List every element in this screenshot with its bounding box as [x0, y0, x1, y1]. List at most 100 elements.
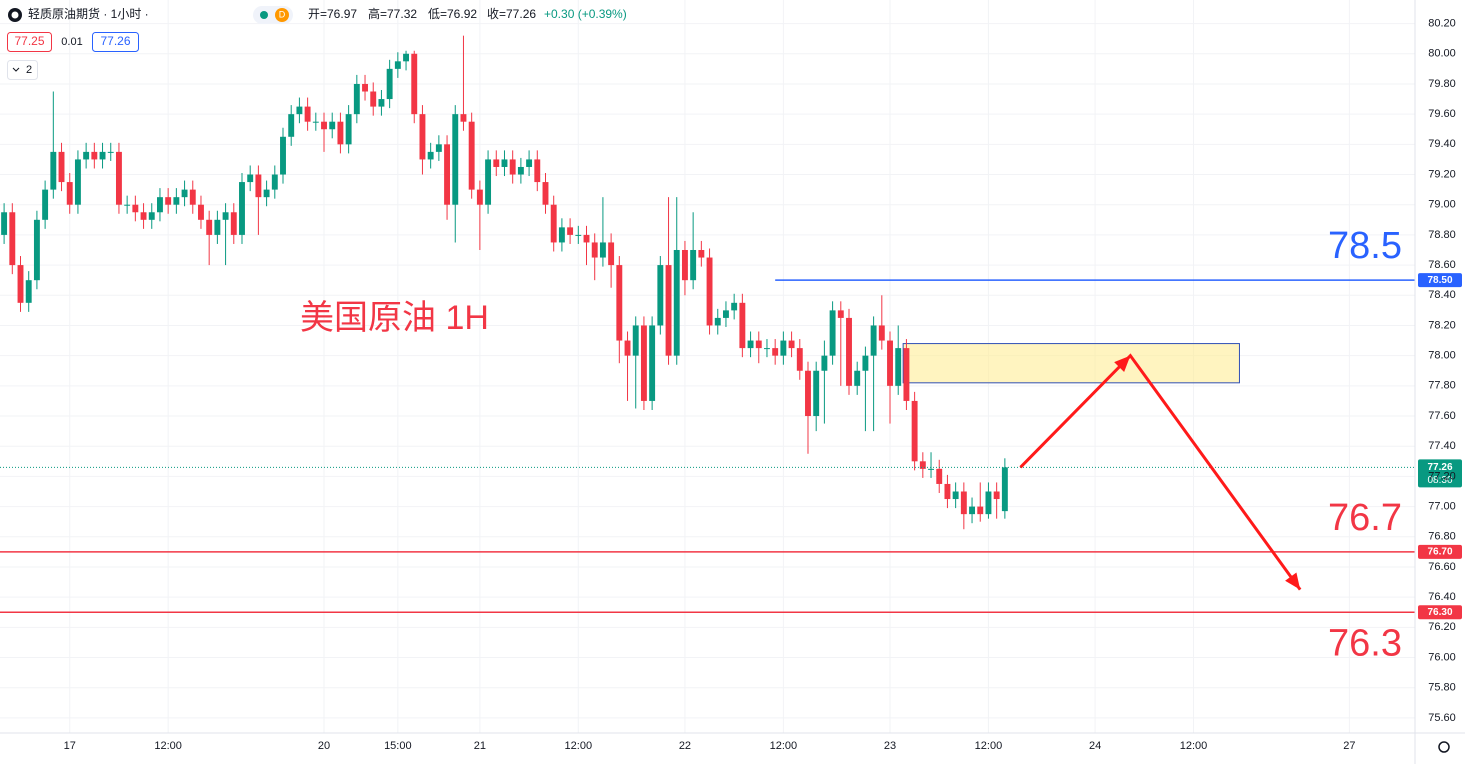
candle-body — [755, 340, 762, 349]
x-tick-label: 21 — [474, 740, 486, 752]
candle-body — [878, 325, 885, 341]
candle-body — [846, 317, 852, 386]
candle-body — [550, 204, 557, 243]
candle-body — [493, 159, 500, 167]
x-tick-label: 15:00 — [384, 740, 412, 752]
candle-body — [936, 468, 943, 484]
candle-body — [50, 151, 57, 190]
ask-box[interactable] — [92, 32, 139, 52]
x-tick-label: 12:00 — [975, 740, 1003, 752]
candle-body — [714, 317, 721, 326]
y-tick-label: 79.00 — [1428, 199, 1456, 211]
y-tick-label: 80.20 — [1428, 17, 1456, 29]
candle-body — [148, 212, 155, 220]
price-tag — [1418, 544, 1462, 559]
candle-body — [960, 491, 967, 515]
candle-body — [115, 151, 122, 205]
candle-body — [903, 348, 910, 401]
x-tick-label: 22 — [679, 740, 691, 752]
y-tick-label: 77.60 — [1428, 410, 1456, 422]
candle-body — [173, 197, 180, 205]
candle-body — [599, 242, 606, 258]
candle-body — [476, 189, 483, 205]
ohlc-close: 收=77.26 — [487, 7, 536, 21]
level-text: 78.5 — [1328, 225, 1402, 267]
ohlc-open: 开=76.97 — [308, 7, 357, 21]
candle-body — [542, 182, 549, 205]
candle-body — [99, 151, 106, 160]
y-tick-label: 78.40 — [1428, 289, 1456, 301]
candle-body — [673, 249, 680, 356]
candle-body — [435, 144, 442, 152]
candle-body — [345, 114, 352, 145]
candle-body — [33, 219, 40, 281]
candle-body — [969, 506, 975, 515]
x-tick-label: 12:00 — [770, 740, 798, 752]
candle-body — [157, 197, 163, 213]
ohlc-low: 低=76.92 — [428, 7, 477, 21]
candle-body — [739, 302, 746, 349]
candle-body — [780, 340, 787, 356]
candle-body — [690, 249, 697, 281]
candle-body — [362, 83, 368, 92]
candle-body — [83, 151, 90, 160]
spread: 0.01 — [61, 36, 82, 48]
candle-body — [411, 53, 418, 115]
candle-body — [132, 204, 139, 213]
candle-body — [805, 370, 811, 417]
candle-body — [378, 99, 385, 107]
candle-body — [427, 151, 434, 160]
indicator-count: 2 — [26, 64, 32, 76]
y-tick-label: 78.60 — [1428, 259, 1456, 271]
y-tick-label: 77.80 — [1428, 380, 1456, 392]
candle-body — [928, 468, 934, 470]
y-tick-label: 76.60 — [1428, 561, 1456, 573]
price-tag-label: 76.30 — [1427, 607, 1452, 618]
indicator-toggle[interactable] — [7, 60, 38, 80]
y-tick-label: 78.00 — [1428, 350, 1456, 362]
candle-body — [526, 159, 533, 167]
candle-body — [837, 310, 844, 318]
candle-body — [764, 348, 770, 350]
candle-body — [624, 340, 631, 356]
y-tick-label: 79.80 — [1428, 78, 1456, 90]
candle-body — [944, 483, 951, 500]
candle-body — [640, 325, 647, 401]
candle-body — [42, 189, 49, 220]
candle-body — [329, 121, 336, 130]
price-tag — [1418, 605, 1462, 620]
bid-box[interactable] — [7, 32, 52, 52]
candle-body — [460, 114, 467, 122]
candle-body — [665, 265, 672, 356]
candle-body — [681, 249, 688, 281]
candle-body — [657, 265, 664, 326]
candle-body — [263, 189, 270, 198]
candle-body — [394, 61, 401, 69]
zone — [902, 343, 1240, 384]
candle-body — [370, 91, 377, 107]
candle-body — [575, 234, 582, 236]
candle-body — [25, 280, 32, 303]
candle-body — [591, 242, 598, 258]
candle-body — [747, 340, 754, 349]
candle-body — [887, 340, 893, 386]
candle-body — [107, 151, 114, 153]
candle-body — [403, 53, 409, 62]
level-text: 76.7 — [1328, 497, 1402, 539]
candle-body — [558, 227, 565, 243]
y-tick-label: 79.20 — [1428, 168, 1456, 180]
candle-body — [952, 491, 959, 500]
y-tick-label: 79.60 — [1428, 108, 1456, 120]
settings-icon[interactable] — [1438, 741, 1450, 753]
candle-body — [616, 265, 623, 341]
y-tick-label: 77.20 — [1428, 470, 1456, 482]
y-tick-label: 77.40 — [1428, 440, 1456, 452]
candle-body — [632, 325, 639, 356]
candle-body — [66, 182, 73, 205]
x-tick-label: 23 — [884, 740, 896, 752]
x-tick-label: 20 — [318, 740, 330, 752]
candle-body — [288, 114, 295, 137]
x-tick-label: 17 — [64, 740, 76, 752]
candle-body — [870, 325, 877, 356]
badge — [275, 8, 289, 22]
